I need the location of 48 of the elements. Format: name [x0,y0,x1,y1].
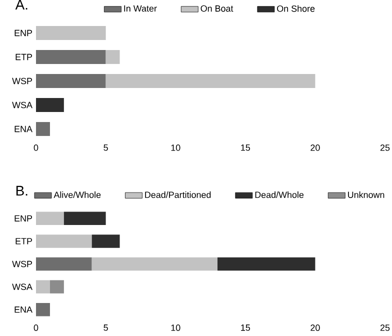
x-tick-label: 0 [34,324,38,331]
x-tick-label: 5 [104,324,108,331]
y-tick-label: ENA [14,126,32,132]
legend-label: Dead/Partitioned [145,191,211,198]
x-tick-label: 15 [241,324,250,331]
chart-title: B. [16,186,28,196]
bar [36,74,106,88]
x-tick-label: 25 [380,144,390,151]
y-tick-label: ENP [14,30,32,36]
bar [36,50,106,64]
bar [36,26,106,40]
legend-label: On Shore [277,5,315,12]
bar [36,234,92,248]
bar [36,280,50,294]
y-tick-label: ENA [14,306,32,313]
x-tick-label: 5 [104,144,108,151]
x-tick-label: 10 [171,144,180,151]
y-tick-label: ETP [16,238,32,244]
bar [106,74,316,88]
x-tick-label: 15 [241,144,250,151]
bar [36,122,50,136]
y-tick-label: ETP [16,54,32,60]
y-tick-label: WSP [12,78,32,84]
x-tick-label: 10 [171,324,180,331]
bar [50,280,64,294]
bar [36,98,64,112]
bar [64,212,106,226]
legend-label: Unknown [348,191,384,198]
bar [92,234,120,248]
legend-label: Alive/Whole [54,191,101,198]
legend-label: In Water [124,5,157,12]
y-tick-label: ENP [14,215,32,222]
bar [36,257,92,271]
bar [36,212,64,226]
y-tick-label: WSP [12,260,32,268]
legend-label: Dead/Whole [255,191,304,198]
bar [92,257,218,271]
bar [36,302,50,316]
y-tick-label: WSA [12,284,32,290]
x-tick-label: 0 [34,144,38,151]
x-tick-label: 25 [380,324,390,331]
bar [217,257,316,271]
chart-title: A. [15,0,28,10]
x-tick-label: 20 [310,144,320,151]
legend-label: On Boat [200,5,234,12]
y-tick-label: WSA [12,102,32,108]
bar [106,50,120,64]
x-tick-label: 20 [310,324,320,331]
